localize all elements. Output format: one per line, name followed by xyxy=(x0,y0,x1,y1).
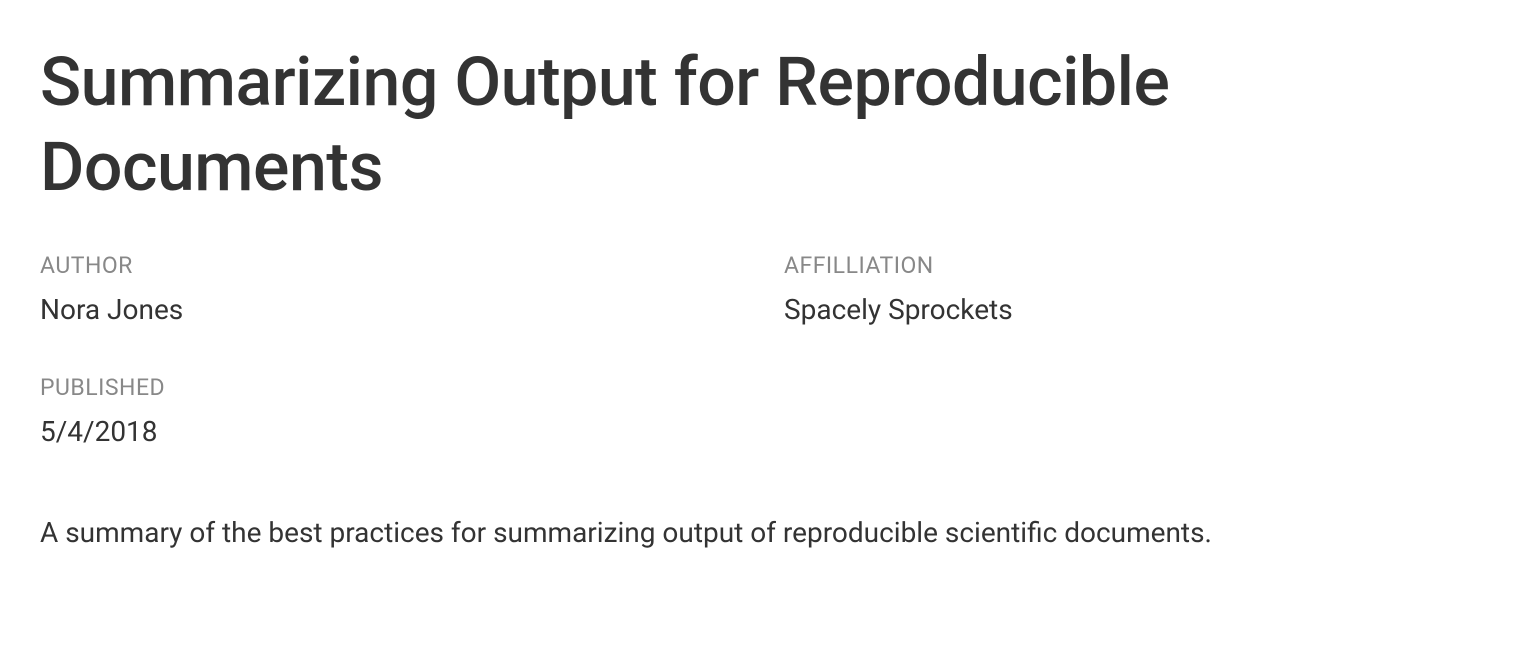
document-title: Summarizing Output for Reproducible Docu… xyxy=(40,40,1488,210)
metadata-grid: AUTHOR Nora Jones AFFILLIATION Spacely S… xyxy=(40,252,1488,448)
published-block: PUBLISHED 5/4/2018 xyxy=(40,374,744,448)
affiliation-block: AFFILLIATION Spacely Sprockets xyxy=(784,252,1488,326)
affiliation-value: Spacely Sprockets xyxy=(784,293,1488,326)
published-label: PUBLISHED xyxy=(40,374,744,401)
affiliation-label: AFFILLIATION xyxy=(784,252,1488,279)
author-value: Nora Jones xyxy=(40,293,744,326)
author-label: AUTHOR xyxy=(40,252,744,279)
author-block: AUTHOR Nora Jones xyxy=(40,252,744,326)
abstract-text: A summary of the best practices for summ… xyxy=(40,512,1488,554)
empty-cell xyxy=(784,374,1488,448)
published-value: 5/4/2018 xyxy=(40,415,744,448)
